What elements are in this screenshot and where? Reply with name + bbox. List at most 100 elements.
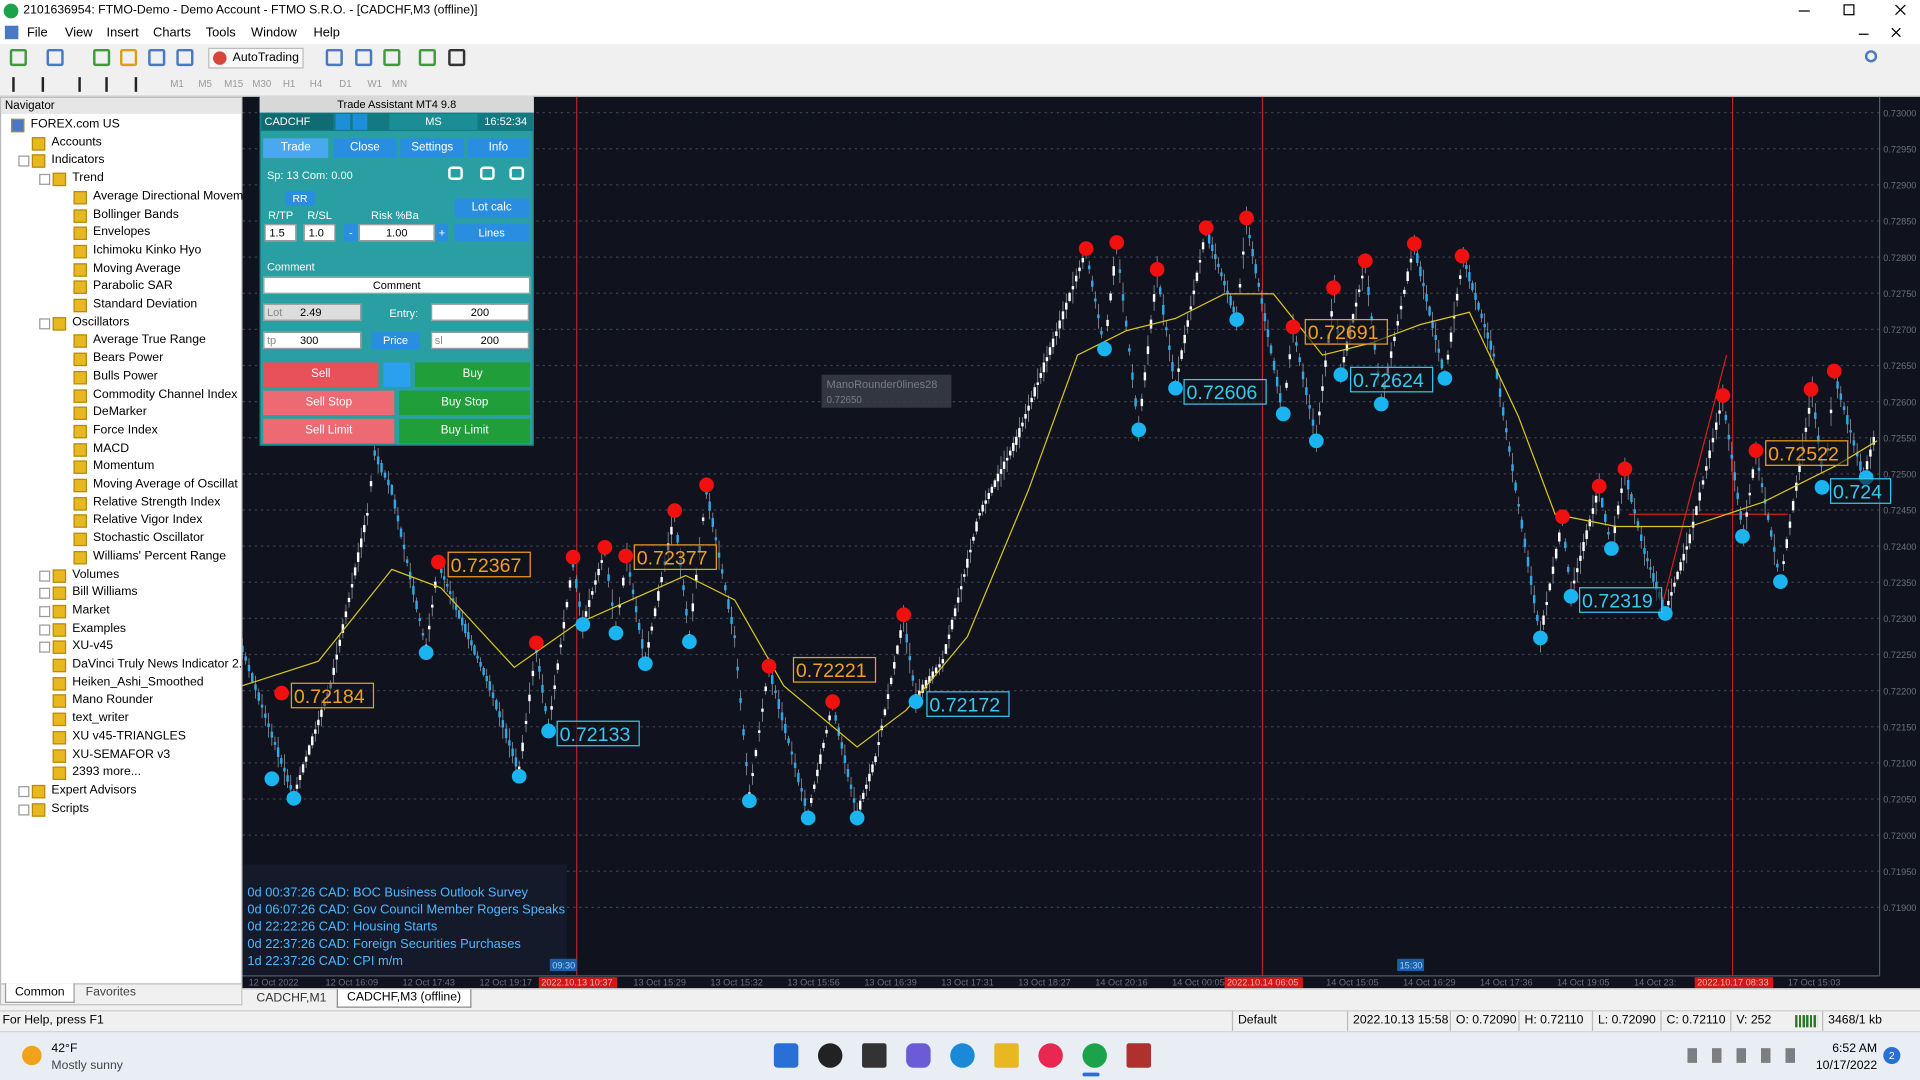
taskbar-app[interactable] [994, 1043, 1019, 1068]
tree-item[interactable]: Force Index [93, 423, 158, 438]
tree-item[interactable]: Relative Vigor Index [93, 513, 203, 528]
tree-item[interactable]: XU-v45 [72, 639, 114, 654]
tree-item[interactable]: Average True Range [93, 333, 206, 348]
spread-toggle[interactable] [383, 362, 411, 387]
tree-item[interactable]: Volumes [72, 567, 120, 582]
rtp-input[interactable]: 1.5 [264, 224, 297, 242]
tree-item[interactable]: Mano Rounder [72, 693, 154, 708]
toolbar-icon[interactable] [383, 48, 401, 67]
tree-item[interactable]: 2393 more... [72, 765, 142, 780]
autotrading-button[interactable] [208, 47, 304, 69]
tree-item[interactable]: Bollinger Bands [93, 207, 179, 222]
toolbar-icon[interactable] [418, 48, 436, 67]
toolbar-icon[interactable] [148, 48, 166, 67]
mode-label[interactable]: MS [389, 113, 478, 130]
timeframe-button[interactable]: W1 [367, 78, 383, 90]
panel-tab[interactable]: Info [467, 138, 529, 158]
timeframe-button[interactable]: M5 [198, 78, 212, 90]
tree-item[interactable]: text_writer [72, 711, 129, 726]
timeframe-button[interactable]: H1 [282, 78, 296, 90]
panel-icon[interactable] [480, 166, 495, 180]
timeframe-button[interactable]: M15 [224, 78, 244, 90]
tree-item[interactable]: Momentum [93, 459, 155, 474]
toolbar-icon[interactable] [46, 48, 64, 67]
menu-item[interactable]: File [26, 25, 48, 41]
symbol-select[interactable]: CADCHF [262, 113, 334, 130]
toolbar-icon[interactable] [93, 48, 111, 67]
toolbar-icon[interactable] [355, 48, 373, 67]
menu-item[interactable]: Help [313, 25, 340, 41]
tree-item[interactable]: DeMarker [93, 405, 147, 420]
timeframe-button[interactable]: M30 [252, 78, 272, 90]
taskbar-app[interactable] [773, 1043, 799, 1068]
tool-icon[interactable] [134, 77, 150, 92]
navigator-tab[interactable]: Common [4, 983, 75, 1003]
sl-value[interactable]: 200 [480, 334, 499, 347]
lot-calc-button[interactable]: Lot calc [454, 198, 529, 218]
tree-expander[interactable] [18, 803, 30, 816]
tree-item[interactable]: Bears Power [93, 351, 164, 366]
nav-button[interactable] [335, 113, 351, 130]
lot-box[interactable] [263, 303, 362, 321]
menu-item[interactable]: Tools [205, 25, 236, 41]
risk-input[interactable]: 1.00 [358, 224, 435, 242]
taskbar-app[interactable] [950, 1043, 975, 1068]
order-button[interactable]: Buy Limit [399, 418, 531, 444]
menu-item[interactable]: Insert [106, 25, 139, 41]
lot-value[interactable]: 2.49 [300, 306, 322, 319]
order-button[interactable]: Buy Stop [399, 390, 531, 416]
tree-expander[interactable] [39, 173, 51, 186]
tree-item[interactable]: Trend [72, 171, 104, 186]
tree-item[interactable]: Heiken_Ashi_Smoothed [72, 675, 204, 690]
tree-expander[interactable] [18, 785, 30, 798]
tree-item[interactable]: XU v45-TRIANGLES [72, 729, 186, 744]
tree-expander[interactable] [39, 317, 51, 330]
panel-tab[interactable]: Trade [263, 138, 329, 158]
tree-expander[interactable] [18, 155, 30, 168]
order-button[interactable]: Sell Limit [263, 418, 395, 444]
toolbar-icon[interactable] [448, 48, 466, 67]
menu-item[interactable]: Charts [153, 25, 191, 41]
tree-item[interactable]: Oscillators [72, 315, 130, 330]
chart-tab[interactable]: CADCHF,M1 [256, 991, 327, 1006]
tree-item[interactable]: FOREX.com US [30, 117, 120, 132]
tree-item[interactable]: Average Directional Movem [93, 189, 243, 204]
comment-input[interactable]: Comment [263, 276, 531, 294]
autotrading-label[interactable]: AutoTrading [232, 51, 299, 65]
order-button[interactable]: Sell Stop [263, 390, 395, 416]
sl-box[interactable] [431, 331, 529, 349]
tree-item[interactable]: Market [72, 603, 110, 618]
tree-item[interactable]: Standard Deviation [93, 297, 198, 312]
tree-item[interactable]: Accounts [51, 135, 102, 150]
tp-box[interactable] [263, 331, 362, 349]
lines-button[interactable]: Lines [454, 224, 529, 242]
tree-item[interactable]: Ichimoku Kinko Hyo [93, 243, 202, 258]
tool-icon[interactable] [78, 77, 93, 92]
toolbar-icon[interactable] [325, 48, 343, 67]
tray-icons[interactable] [1687, 1048, 1805, 1063]
tree-item[interactable]: Parabolic SAR [93, 279, 173, 294]
taskbar-app[interactable] [817, 1043, 843, 1068]
panel-icon[interactable] [448, 166, 463, 180]
tree-item[interactable]: Bill Williams [72, 585, 138, 600]
taskbar-app[interactable] [1082, 1043, 1107, 1068]
timeframe-button[interactable]: D1 [339, 78, 352, 90]
panel-tab[interactable]: Settings [400, 138, 465, 158]
tree-item[interactable]: Williams' Percent Range [93, 549, 227, 564]
clock-date[interactable]: 10/17/2022 [1815, 1059, 1878, 1073]
tree-item[interactable]: Envelopes [93, 225, 151, 240]
nav-button[interactable] [352, 113, 368, 130]
price-button[interactable]: Price [371, 331, 420, 349]
rsl-input[interactable]: 1.0 [303, 224, 336, 242]
tp-value[interactable]: 300 [300, 334, 319, 347]
tree-item[interactable]: Bulls Power [93, 369, 158, 384]
toolbar-icon[interactable] [120, 48, 138, 67]
tree-expander[interactable] [39, 605, 51, 618]
tree-item[interactable]: Relative Strength Index [93, 495, 221, 510]
panel-tab[interactable]: Close [333, 138, 397, 158]
tree-item[interactable]: XU-SEMAFOR v3 [72, 747, 171, 762]
tree-item[interactable]: Commodity Channel Index [93, 387, 238, 402]
taskbar-app[interactable] [862, 1043, 887, 1068]
menu-item[interactable]: View [64, 25, 93, 41]
tree-item[interactable]: Expert Advisors [51, 783, 137, 798]
